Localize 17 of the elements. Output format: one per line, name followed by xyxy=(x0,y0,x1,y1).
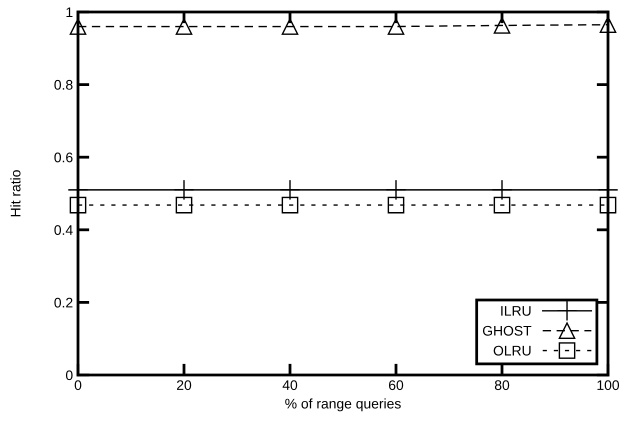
legend-label: GHOST xyxy=(482,326,532,336)
x-tick-label: 100 xyxy=(597,380,620,390)
legend-label: OLRU xyxy=(494,346,531,356)
y-tick-label: 0.8 xyxy=(54,80,73,90)
x-tick-label: 40 xyxy=(282,380,298,390)
legend-label: ILRU xyxy=(501,306,531,316)
y-tick-label: 0 xyxy=(66,370,73,380)
y-tick-label: 0.2 xyxy=(54,298,72,308)
y-tick-label: 0.6 xyxy=(54,152,73,162)
x-tick-label: 20 xyxy=(176,380,192,390)
x-tick-label: 0 xyxy=(74,380,82,390)
x-tick-label: 80 xyxy=(494,380,510,390)
y-tick-label: 1 xyxy=(66,7,72,18)
y-axis-title: Hit ratio xyxy=(10,170,21,216)
y-tick-label: 0.4 xyxy=(54,225,73,235)
x-tick-label: 60 xyxy=(388,380,404,390)
x-axis-title: % of range queries xyxy=(285,398,401,412)
